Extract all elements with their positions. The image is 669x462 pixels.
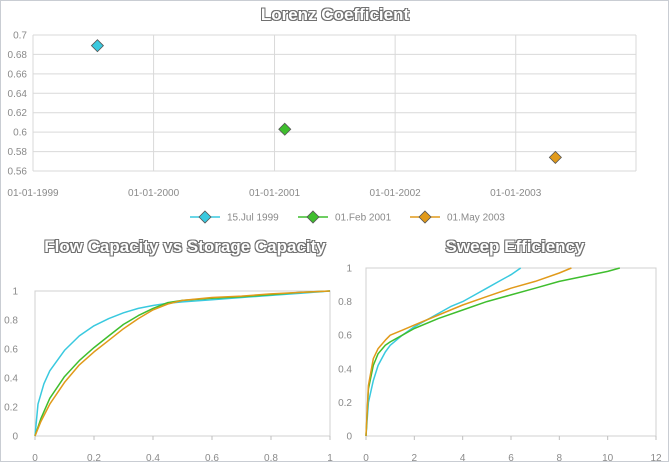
sweep-x-tick-label: 10 bbox=[602, 453, 614, 462]
lorenz-x-tick-label: 01-01-2001 bbox=[249, 188, 301, 199]
flow-y-tick-label: 1 bbox=[12, 287, 18, 298]
lorenz-point-3 bbox=[548, 150, 562, 164]
legend-marker-1 bbox=[198, 210, 212, 224]
lorenz-x-tick-label: 01-01-2002 bbox=[370, 188, 422, 199]
flow-series-line-2 bbox=[34, 290, 331, 437]
lorenz-y-tick-label: 0.62 bbox=[8, 108, 28, 119]
lorenz-x-tick-label: 01-01-2003 bbox=[490, 188, 542, 199]
legend-label-3: 01.May 2003 bbox=[447, 213, 505, 224]
lorenz-y-tick-label: 0.7 bbox=[13, 31, 27, 42]
lorenz-y-tick-label: 0.66 bbox=[8, 69, 28, 80]
flow-x-tick-label: 0.8 bbox=[264, 453, 278, 462]
sweep-x-tick-label: 0 bbox=[363, 453, 369, 462]
flow-x-tick-label: 0.4 bbox=[146, 453, 160, 462]
flow-y-tick-label: 0.6 bbox=[4, 345, 18, 356]
flow-y-tick-label: 0.2 bbox=[4, 403, 18, 414]
sweep-y-tick-label: 0.6 bbox=[338, 331, 352, 342]
lorenz-point-2 bbox=[278, 122, 292, 136]
flow-y-tick-label: 0.8 bbox=[4, 316, 18, 327]
flow-series-line-3 bbox=[34, 290, 331, 437]
sweep-plot-area bbox=[365, 267, 657, 437]
flow-y-tick-label: 0 bbox=[12, 432, 18, 443]
sweep-y-tick-label: 0 bbox=[346, 432, 352, 443]
legend-label-2: 01.Feb 2001 bbox=[335, 213, 392, 224]
sweep-y-tick-label: 1 bbox=[346, 264, 352, 275]
legend-marker-2 bbox=[306, 210, 320, 224]
sweep-x-tick-label: 8 bbox=[557, 453, 563, 462]
sweep-x-tick-label: 4 bbox=[460, 453, 466, 462]
lorenz-y-tick-label: 0.58 bbox=[8, 147, 28, 158]
sweep-y-tick-label: 0.8 bbox=[338, 297, 352, 308]
legend-marker-3 bbox=[418, 210, 432, 224]
sweep-series-line-2 bbox=[365, 267, 621, 437]
sweep-x-tick-label: 12 bbox=[650, 453, 662, 462]
sweep-chart-title: Sweep Efficiency bbox=[445, 237, 585, 256]
sweep-x-tick-label: 2 bbox=[412, 453, 418, 462]
flow-series-line-1 bbox=[34, 290, 331, 437]
flow-x-tick-label: 0 bbox=[32, 453, 38, 462]
flow-x-tick-label: 0.2 bbox=[87, 453, 101, 462]
lorenz-y-tick-label: 0.68 bbox=[8, 50, 28, 61]
lorenz-x-tick-label: 01-01-2000 bbox=[128, 188, 180, 199]
lorenz-y-tick-label: 0.6 bbox=[13, 128, 27, 139]
flow-x-tick-label: 0.6 bbox=[205, 453, 219, 462]
flow-plot-area bbox=[34, 290, 331, 437]
sweep-y-tick-label: 0.2 bbox=[338, 398, 352, 409]
lorenz-y-tick-label: 0.56 bbox=[8, 167, 28, 178]
lorenz-y-tick-label: 0.64 bbox=[8, 89, 28, 100]
sweep-series-line-3 bbox=[365, 267, 572, 437]
flow-chart-title: Flow Capacity vs Storage Capacity bbox=[44, 237, 326, 256]
legend-label-1: 15.Jul 1999 bbox=[227, 213, 279, 224]
lorenz-point-1 bbox=[90, 39, 104, 53]
flow-y-tick-label: 0.4 bbox=[4, 374, 18, 385]
lorenz-x-tick-label: 01-01-1999 bbox=[7, 188, 59, 199]
flow-x-tick-label: 1 bbox=[327, 453, 333, 462]
lorenz-chart-title: Lorenz Coefficient bbox=[260, 5, 410, 24]
sweep-x-tick-label: 6 bbox=[508, 453, 514, 462]
sweep-y-tick-label: 0.4 bbox=[338, 364, 352, 375]
